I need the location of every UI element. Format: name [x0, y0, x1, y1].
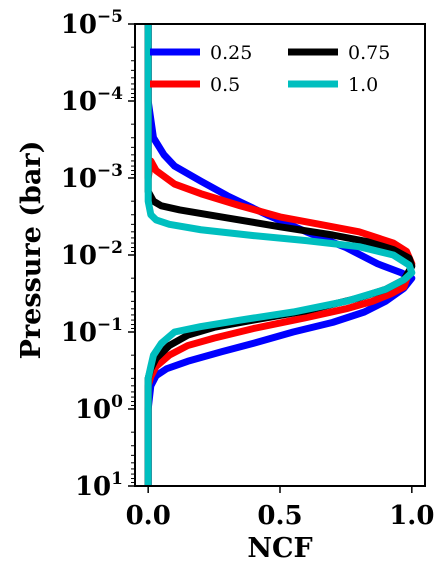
y-tick-label-2: 10−3 — [61, 161, 123, 194]
x-tick-label-1: 0.5 — [257, 501, 302, 531]
y-tick-label-5: 100 — [75, 392, 123, 425]
legend-label-3: 1.0 — [348, 74, 378, 96]
x-tick-label-2: 1.0 — [389, 501, 434, 531]
series-line-3 — [144, 24, 416, 486]
legend: 0.25 0.5 0.75 1.0 — [150, 42, 390, 96]
y-tick-label-1: 10−4 — [61, 84, 123, 117]
y-tick-label-0: 10−5 — [61, 7, 123, 40]
legend-label-1: 0.5 — [210, 74, 240, 96]
legend-label-0: 0.25 — [210, 42, 252, 64]
y-tick-label-4: 10−1 — [61, 315, 123, 348]
x-axis-label: NCF — [247, 533, 312, 564]
series-line-1 — [144, 24, 416, 486]
ticks-layer: 0.0 0.5 1.0 10−5 10−4 10−3 10−2 10−1 100 101 — [61, 7, 435, 531]
y-tick-label-6: 101 — [75, 469, 123, 502]
y-axis-label: Pressure (bar) — [16, 141, 47, 360]
y-tick-label-3: 10−2 — [61, 238, 123, 271]
legend-label-2: 0.75 — [348, 42, 390, 64]
series-layer — [144, 24, 416, 486]
x-tick-label-0: 0.0 — [126, 501, 171, 531]
